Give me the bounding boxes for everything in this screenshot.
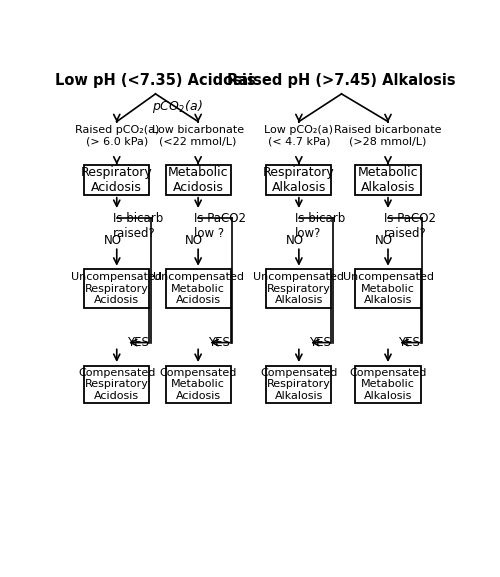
Bar [266,366,332,403]
Text: Uncompensated
Respiratory
Alkalosis: Uncompensated Respiratory Alkalosis [254,272,344,305]
Text: YES: YES [208,336,230,349]
Text: YES: YES [309,336,331,349]
Bar [166,366,230,403]
Text: NO: NO [185,234,203,247]
Text: Uncompensated
Respiratory
Acidosis: Uncompensated Respiratory Acidosis [72,272,162,305]
Bar [166,166,230,195]
Text: YES: YES [398,336,420,349]
Text: Compensated
Respiratory
Acidosis: Compensated Respiratory Acidosis [78,368,156,401]
Text: Respiratory
Acidosis: Respiratory Acidosis [81,166,152,194]
Text: Low pH (<7.35) Acidosis: Low pH (<7.35) Acidosis [55,73,256,88]
Text: Low bicarbonate
(<22 mmol/L): Low bicarbonate (<22 mmol/L) [152,125,244,147]
Text: Compensated
Respiratory
Alkalosis: Compensated Respiratory Alkalosis [260,368,338,401]
Text: Is bicarb
raised?: Is bicarb raised? [113,212,163,239]
Text: NO: NO [104,234,122,247]
Bar [166,269,230,308]
Text: Is bicarb
low?: Is bicarb low? [295,212,345,239]
Text: NO: NO [286,234,304,247]
Text: Low pCO₂(a)
(< 4.7 kPa): Low pCO₂(a) (< 4.7 kPa) [264,125,334,147]
Text: Respiratory
Alkalosis: Respiratory Alkalosis [263,166,335,194]
Text: Raised bicarbonate
(>28 mmol/L): Raised bicarbonate (>28 mmol/L) [334,125,442,147]
Bar [356,166,420,195]
Bar [84,166,150,195]
Text: Metabolic
Alkalosis: Metabolic Alkalosis [358,166,418,194]
Text: Uncompensated
Metabolic
Acidosis: Uncompensated Metabolic Acidosis [152,272,244,305]
Text: Raised pH (>7.45) Alkalosis: Raised pH (>7.45) Alkalosis [227,73,456,88]
Bar [356,269,420,308]
Bar [266,269,332,308]
Text: YES: YES [127,336,148,349]
Text: $p$CO$_2$(a): $p$CO$_2$(a) [152,98,202,115]
Bar [266,166,332,195]
Text: Is PaCO2
raised?: Is PaCO2 raised? [384,212,436,239]
Text: Is PaCO2
low ?: Is PaCO2 low ? [194,212,246,239]
Bar [84,366,150,403]
Text: NO: NO [375,234,393,247]
Bar [356,366,420,403]
Bar [84,269,150,308]
Text: Metabolic
Acidosis: Metabolic Acidosis [168,166,228,194]
Text: Raised pCO₂(a)
(> 6.0 kPa): Raised pCO₂(a) (> 6.0 kPa) [74,125,159,147]
Text: Compensated
Metabolic
Acidosis: Compensated Metabolic Acidosis [160,368,237,401]
Text: Compensated
Metabolic
Alkalosis: Compensated Metabolic Alkalosis [350,368,426,401]
Text: Uncompensated
Metabolic
Alkalosis: Uncompensated Metabolic Alkalosis [342,272,434,305]
